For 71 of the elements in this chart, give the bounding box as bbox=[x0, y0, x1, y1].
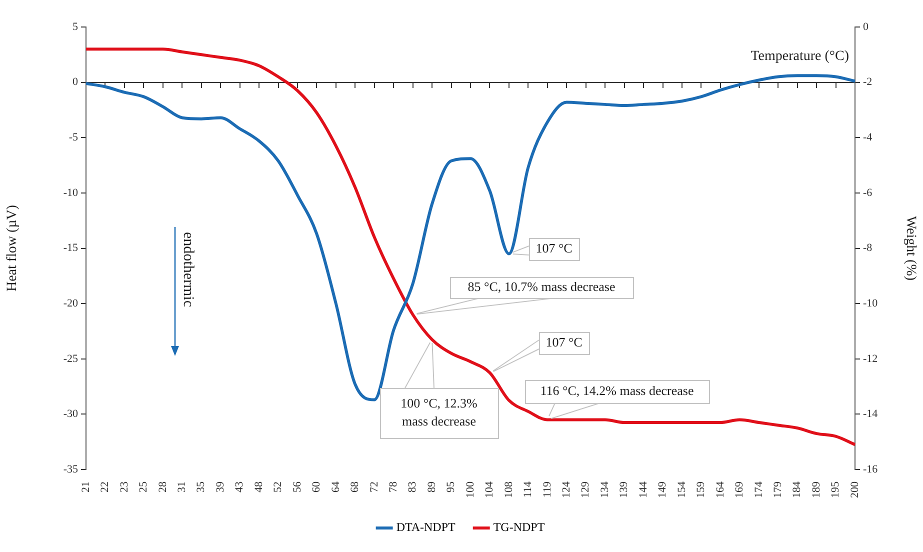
y-tick-label: -30 bbox=[63, 408, 78, 420]
x-tick-label: 60 bbox=[310, 481, 323, 492]
x-tick-label: 22 bbox=[99, 482, 112, 492]
x-tick-label: 28 bbox=[156, 481, 169, 492]
x-axis-title: Temperature (°C) bbox=[750, 48, 850, 64]
x-tick-label: 72 bbox=[368, 482, 380, 492]
y-tick-label: 0 bbox=[72, 76, 78, 88]
y2-tick-label: -12 bbox=[863, 352, 878, 365]
x-tick-label: 119 bbox=[541, 481, 554, 498]
x-tick-label: 83 bbox=[406, 481, 419, 492]
y2-tick-label: -4 bbox=[863, 132, 873, 144]
x-tick-label: 21 bbox=[80, 482, 92, 492]
x-tick-label: 108 bbox=[502, 481, 515, 498]
y2-tick-label: -8 bbox=[863, 242, 873, 254]
x-tick-label: 114 bbox=[522, 481, 534, 498]
x-tick-label: 144 bbox=[637, 481, 650, 498]
x-tick-label: 104 bbox=[484, 481, 496, 498]
x-tick-label: 139 bbox=[618, 481, 630, 498]
y-tick-label: 5 bbox=[72, 20, 78, 33]
y-tick-label: -35 bbox=[63, 463, 78, 476]
annotation: 85 °C, 10.7% mass decrease bbox=[468, 278, 616, 294]
x-tick-label: 23 bbox=[118, 481, 130, 492]
legend-label: TG-NDPT bbox=[493, 520, 546, 534]
x-tick-label: 184 bbox=[791, 481, 804, 498]
x-tick-label: 124 bbox=[560, 481, 573, 498]
x-tick-label: 89 bbox=[426, 481, 438, 492]
x-tick-label: 78 bbox=[387, 481, 400, 492]
legend-label: DTA-NDPT bbox=[396, 520, 456, 534]
annotation: 116 °C, 14.2% mass decrease bbox=[540, 382, 694, 398]
x-tick-label: 154 bbox=[676, 481, 688, 498]
x-tick-label: 149 bbox=[656, 481, 669, 498]
x-tick-label: 159 bbox=[695, 481, 708, 498]
x-tick-label: 43 bbox=[234, 481, 246, 492]
x-tick-label: 35 bbox=[195, 481, 208, 492]
x-tick-label: 174 bbox=[752, 481, 765, 498]
x-tick-label: 169 bbox=[734, 481, 746, 498]
x-tick-label: 48 bbox=[252, 481, 265, 492]
y-tick-label: -15 bbox=[63, 242, 78, 254]
x-tick-label: 31 bbox=[176, 482, 188, 492]
annotation: 107 °C bbox=[546, 334, 582, 350]
x-tick-label: 100 bbox=[464, 481, 476, 498]
y-tick-label: -5 bbox=[68, 132, 78, 144]
y2-tick-label: -6 bbox=[863, 186, 873, 199]
y2-tick-label: -16 bbox=[863, 463, 878, 476]
y-tick-label: -20 bbox=[63, 297, 78, 310]
annotation: endothermic bbox=[180, 232, 196, 308]
y2-axis-title: Weight (%) bbox=[902, 216, 918, 281]
x-tick-label: 189 bbox=[810, 481, 822, 498]
x-tick-label: 164 bbox=[714, 481, 726, 498]
x-tick-label: 52 bbox=[272, 482, 284, 492]
y-tick-label: -25 bbox=[63, 352, 78, 365]
x-tick-label: 179 bbox=[772, 481, 784, 498]
x-tick-label: 200 bbox=[848, 481, 861, 498]
annotation: 100 °C, 12.3% mass decrease bbox=[400, 395, 478, 428]
x-tick-label: 134 bbox=[598, 481, 611, 498]
y2-tick-label: -10 bbox=[863, 297, 878, 310]
x-tick-label: 39 bbox=[214, 481, 226, 492]
x-tick-label: 25 bbox=[138, 481, 150, 492]
x-tick-label: 129 bbox=[580, 481, 592, 498]
x-tick-label: 56 bbox=[291, 481, 304, 492]
y2-tick-label: -2 bbox=[863, 76, 872, 88]
y-tick-label: -10 bbox=[63, 186, 78, 199]
y-axis-title: Heat flow (µV) bbox=[5, 204, 20, 292]
x-tick-label: 95 bbox=[445, 481, 458, 492]
y2-tick-label: 0 bbox=[863, 20, 869, 33]
annotation: 107 °C bbox=[536, 240, 572, 256]
y2-tick-label: -14 bbox=[863, 408, 878, 420]
x-tick-label: 68 bbox=[349, 481, 362, 492]
x-tick-label: 195 bbox=[830, 481, 842, 498]
x-tick-label: 64 bbox=[330, 481, 342, 492]
line-series bbox=[84, 48, 856, 446]
